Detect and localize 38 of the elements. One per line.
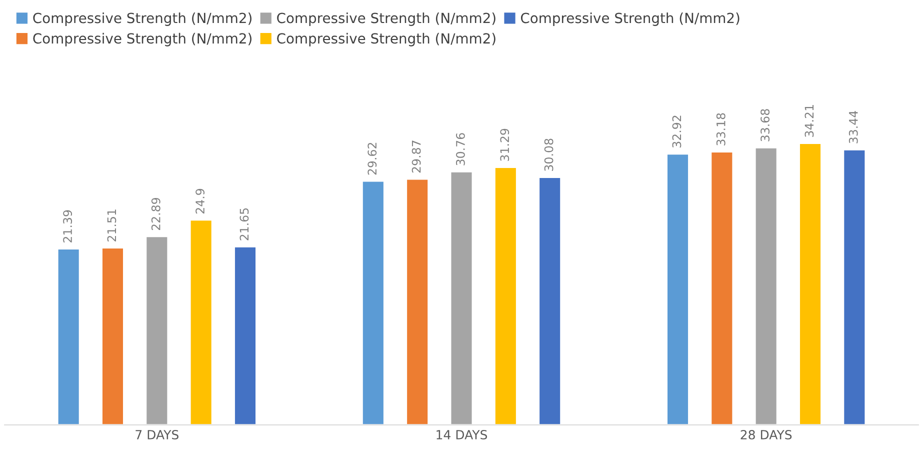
data-label: 30.76 [456,133,465,166]
legend-label: Compressive Strength (N/mm2) [277,32,496,46]
bar [538,176,562,425]
data-label: 31.29 [500,128,510,161]
bar [710,151,734,425]
x-tick-label: 28 DAYS [740,430,792,440]
data-label: 22.89 [151,198,160,230]
legend-label: Compressive Strength (N/mm2) [520,12,740,26]
bar [754,146,778,425]
data-label: 21.51 [107,210,116,242]
bar [406,178,429,425]
bar [56,248,80,425]
data-label: 34.21 [804,105,814,137]
bar [362,180,385,425]
bar [189,219,213,425]
data-label: 33.44 [848,110,858,144]
bar [494,166,518,425]
legend-label: Compressive Strength (N/mm2) [277,12,496,26]
bar [234,246,257,425]
bar [842,148,866,425]
data-label: 21.65 [240,208,249,240]
data-label: 33.18 [716,113,726,146]
data-label: 29.87 [412,140,421,173]
bar [145,236,169,425]
bar [101,247,124,425]
legend-label: Compressive Strength (N/mm2) [33,12,252,26]
bar [450,171,474,425]
data-label: 21.39 [63,210,72,242]
data-label: 29.62 [368,142,377,175]
bar [798,142,822,425]
bar [666,153,690,425]
data-label: 30.08 [544,138,554,171]
data-label: 33.68 [760,109,770,142]
legend-label: Compressive Strength (N/mm2) [33,32,252,46]
data-label: 24.9 [196,188,204,214]
x-tick-label: 14 DAYS [436,430,488,440]
data-label: 32.92 [672,116,682,148]
x-tick-label: 7 DAYS [136,430,178,440]
